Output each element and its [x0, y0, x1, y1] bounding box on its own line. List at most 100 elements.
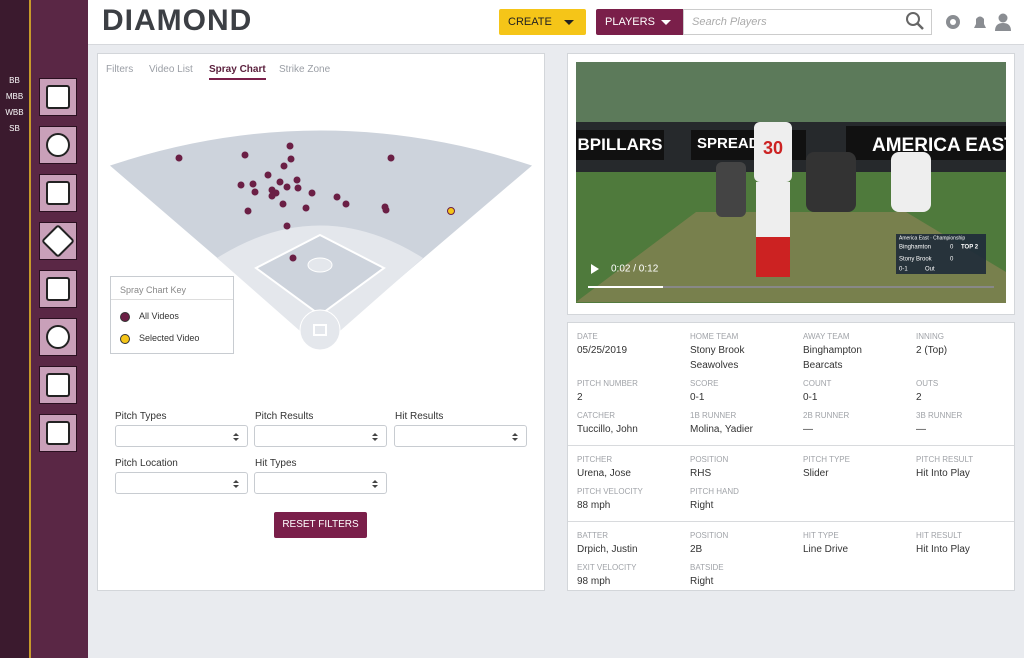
key-label: All Videos	[139, 311, 179, 321]
search-input[interactable]: Search Players	[683, 9, 932, 35]
field-value: RHS	[690, 468, 712, 479]
field-label: POSITION	[690, 455, 729, 464]
detail-field: BATTER Drpich, Justin	[577, 530, 690, 557]
tab-active[interactable]: Spray Chart	[209, 64, 266, 80]
nav-icon[interactable]	[39, 318, 77, 356]
field-value: 0-1	[690, 392, 705, 403]
detail-field: PITCH RESULT Hit Into Play	[916, 454, 1024, 481]
filter-select[interactable]	[115, 472, 248, 494]
detail-field: PITCH HAND Right	[690, 486, 803, 513]
tab[interactable]: Video List	[149, 64, 193, 75]
filter-label: Pitch Types	[115, 411, 167, 422]
video-player[interactable]: BPILLARS SPREAD AMERICA EAST CH 30 Ameri…	[576, 62, 1006, 303]
create-button[interactable]: CREATE	[499, 9, 586, 35]
banner: AMERICA EAST CH	[872, 135, 1006, 156]
filter-select[interactable]	[254, 472, 387, 494]
field-label: PITCHER	[577, 455, 613, 464]
detail-section: PITCHER Urena, Jose POSITION RHS PITCH TYPE S…	[568, 446, 1014, 522]
field-value: 98 mph	[577, 576, 611, 587]
key-title: Spray Chart Key	[111, 277, 233, 300]
filter-label: Pitch Results	[255, 411, 314, 422]
field-label: EXIT VELOCITY	[577, 563, 637, 572]
spray-key: Spray Chart Key All Videos Selected Vide…	[110, 276, 234, 354]
sport-link[interactable]: WBB	[5, 108, 24, 117]
nav-icon[interactable]	[39, 222, 77, 260]
details: DATE 05/25/2019 HOME TEAM Stony Brook Seawo…	[568, 323, 1014, 597]
sport-link[interactable]: MBB	[5, 92, 24, 101]
field-label: INNING	[916, 332, 944, 341]
scoreboard-score: 0	[950, 257, 954, 263]
field-label: 2B RUNNER	[803, 411, 850, 420]
detail-field: AWAY TEAM Binghampton Bearcats	[803, 331, 916, 373]
field-label: DATE	[577, 332, 598, 341]
video-time: 0:02 / 0:12	[611, 264, 659, 275]
detail-field: BATSIDE Right	[690, 562, 803, 589]
detail-field: PITCH NUMBER 2	[577, 378, 690, 405]
spray-chart	[104, 127, 538, 351]
field-value: 2	[916, 392, 922, 403]
field-value: Line Drive	[803, 544, 849, 555]
sport-link[interactable]: SB	[9, 124, 20, 133]
field-label: SCORE	[690, 379, 719, 388]
filter-select[interactable]	[115, 425, 248, 447]
scoreboard-outs: Out	[925, 267, 935, 273]
field-label: PITCH TYPE	[803, 455, 850, 464]
sport-link[interactable]: BB	[9, 76, 20, 85]
hit-dots	[175, 142, 395, 262]
nav-icon[interactable]	[39, 174, 77, 212]
detail-field: HIT RESULT Hit Into Play	[916, 530, 1024, 557]
field-label: BATSIDE	[690, 563, 724, 572]
mound	[307, 257, 333, 273]
detail-field: INNING 2 (Top)	[916, 331, 1024, 373]
play-button[interactable]	[591, 264, 599, 274]
field-value: Right	[690, 500, 714, 511]
nav-icon[interactable]	[39, 414, 77, 452]
field-value: Tuccillo, John	[577, 424, 638, 435]
field-label: PITCH RESULT	[916, 455, 974, 464]
filter-select[interactable]	[254, 425, 387, 447]
detail-field: POSITION RHS	[690, 454, 803, 481]
reset-button[interactable]: RESET FILTERS	[274, 512, 367, 538]
field-value: Drpich, Justin	[577, 544, 638, 555]
nav-icon[interactable]	[39, 78, 77, 116]
selected-dot	[447, 207, 455, 215]
detail-section: BATTER Drpich, Justin POSITION 2B HIT TYPE Li…	[568, 522, 1014, 597]
scoreboard-count: 0-1	[899, 267, 908, 273]
detail-field: EXIT VELOCITY 98 mph	[577, 562, 690, 589]
players-dropdown[interactable]: PLAYERS	[596, 9, 683, 35]
banner: BPILLARS	[578, 135, 663, 154]
key-item: All Videos	[120, 311, 179, 322]
sport-strip: BB MBB WBB SB	[0, 0, 31, 658]
field-value: Slider	[803, 468, 829, 479]
scoreboard-score: 0	[950, 245, 954, 251]
search-placeholder: Search Players	[692, 16, 767, 28]
key-label: Selected Video	[139, 333, 200, 343]
field-label: BATTER	[577, 531, 608, 540]
detail-field: 2B RUNNER —	[803, 410, 916, 437]
key-item: Selected Video	[120, 333, 199, 344]
scoreboard-team: Binghamton	[899, 245, 931, 251]
header-icons[interactable]	[943, 12, 1023, 32]
detail-field: POSITION 2B	[690, 530, 803, 557]
field-value: —	[916, 424, 926, 435]
detail-section: DATE 05/25/2019 HOME TEAM Stony Brook Seawo…	[568, 323, 1014, 446]
field-label: HOME TEAM	[690, 332, 739, 341]
field-value: 2 (Top)	[916, 345, 948, 356]
field-label: OUTS	[916, 379, 939, 388]
tab[interactable]: Filters	[106, 64, 134, 75]
progress[interactable]	[588, 286, 663, 288]
field-label: POSITION	[690, 531, 729, 540]
search-icon[interactable]	[905, 11, 925, 31]
filter-label: Hit Results	[395, 411, 444, 422]
filter-select[interactable]	[394, 425, 527, 447]
logo[interactable]: DIAMOND	[102, 4, 253, 37]
nav-icon[interactable]	[39, 366, 77, 404]
tab[interactable]: Strike Zone	[279, 64, 331, 75]
detail-field: PITCHER Urena, Jose	[577, 454, 690, 481]
nav-icon[interactable]	[39, 270, 77, 308]
detail-field: DATE 05/25/2019	[577, 331, 690, 373]
scoreboard-inning: TOP 2	[961, 245, 979, 251]
detail-field: SCORE 0-1	[690, 378, 803, 405]
nav-icon[interactable]	[39, 126, 77, 164]
field-value: Stony Brook Seawolves	[690, 345, 745, 371]
